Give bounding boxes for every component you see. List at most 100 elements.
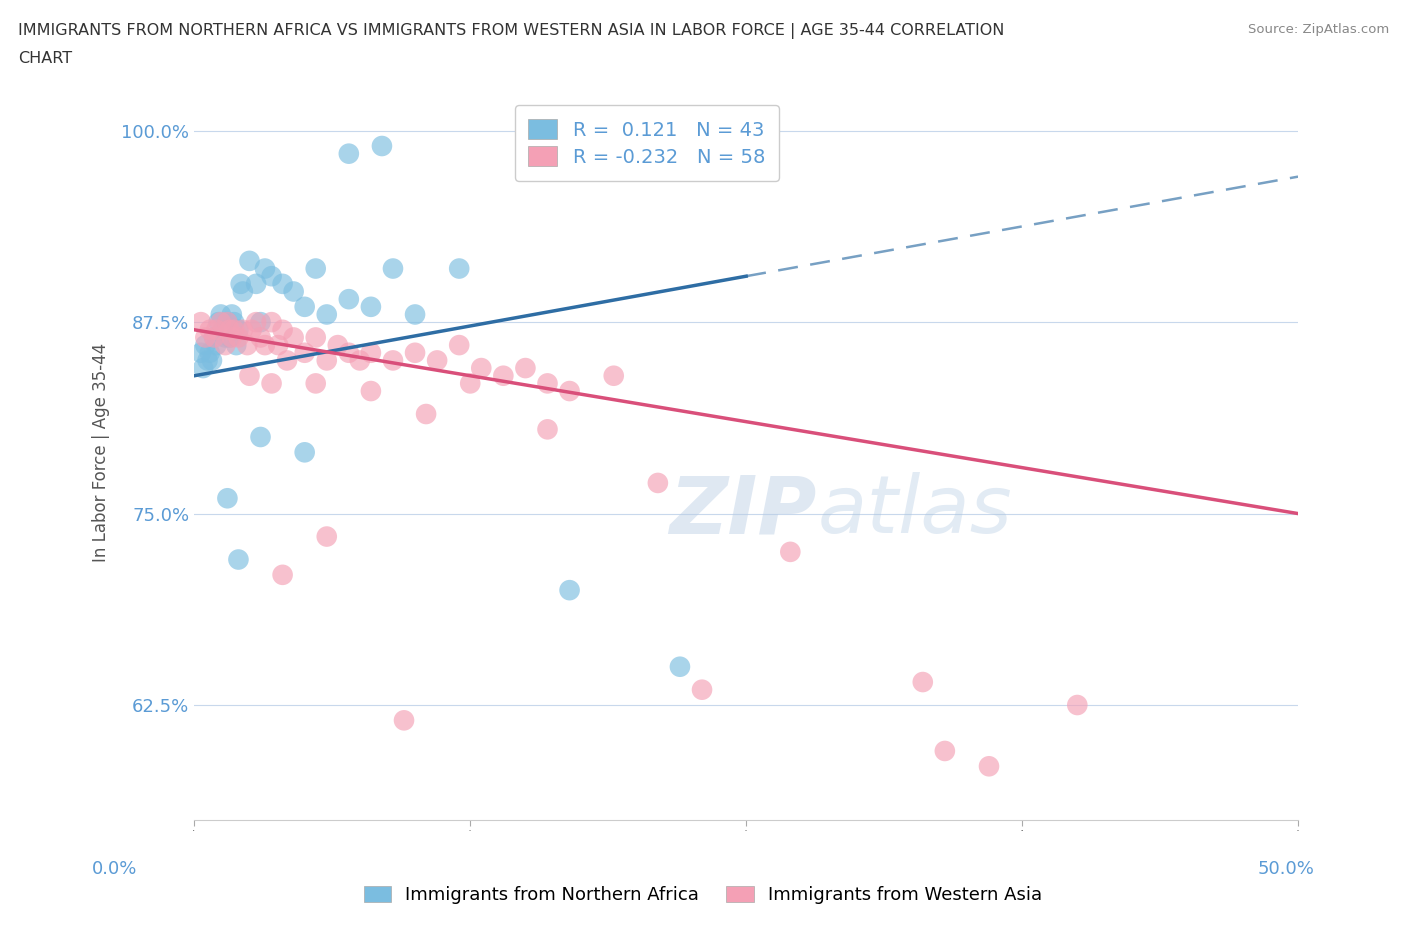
Point [404,307,426,322]
Point [236,338,259,352]
Point [225,338,247,352]
Point [209,314,232,329]
Point [536,376,558,391]
Point [977,759,1000,774]
Point [315,353,337,368]
Point [360,383,382,398]
Text: ZIP: ZIP [669,472,817,551]
Legend: R =  0.121   N = 43, R = -0.232   N = 58: R = 0.121 N = 43, R = -0.232 N = 58 [515,105,779,180]
Point [222,314,245,329]
Point [271,567,294,582]
Point [217,491,239,506]
Point [690,683,713,698]
Point [190,314,212,329]
Point [283,330,305,345]
Point [222,323,245,338]
Point [197,353,219,368]
Point [911,674,934,689]
Point [209,307,232,322]
Point [260,376,283,391]
Point [232,284,254,299]
Point [458,376,481,391]
Point [198,323,221,338]
Point [249,330,271,345]
Point [404,345,426,360]
Point [515,361,537,376]
Point [238,368,260,383]
Point [214,338,236,352]
Point [202,330,225,345]
Point [371,139,394,153]
Point [470,361,492,376]
Point [245,314,267,329]
Point [381,353,404,368]
Point [449,338,471,352]
Point [245,276,267,291]
Point [360,299,382,314]
Point [217,314,239,329]
Point [217,314,239,329]
Point [669,659,692,674]
Point [267,338,290,352]
Point [603,368,626,383]
Point [305,330,328,345]
Point [647,475,669,490]
Point [492,368,515,383]
Text: 0.0%: 0.0% [91,860,136,878]
Point [449,261,471,276]
Point [271,323,294,338]
Point [276,353,298,368]
Point [349,353,371,368]
Point [205,338,228,352]
Point [337,146,360,161]
Point [558,583,581,598]
Point [218,330,240,345]
Point [221,330,243,345]
Point [229,276,252,291]
Text: Source: ZipAtlas.com: Source: ZipAtlas.com [1249,23,1389,36]
Text: IMMIGRANTS FROM NORTHERN AFRICA VS IMMIGRANTS FROM WESTERN ASIA IN LABOR FORCE |: IMMIGRANTS FROM NORTHERN AFRICA VS IMMIG… [18,23,1005,39]
Point [228,552,250,567]
Point [315,307,337,322]
Point [337,292,360,307]
Point [240,323,263,338]
Point [201,353,224,368]
Text: CHART: CHART [18,51,72,66]
Legend: Immigrants from Northern Africa, Immigrants from Western Asia: Immigrants from Northern Africa, Immigra… [357,879,1049,911]
Point [337,345,360,360]
Y-axis label: In Labor Force | Age 35-44: In Labor Force | Age 35-44 [93,343,110,562]
Point [238,254,260,269]
Point [194,330,217,345]
Point [558,383,581,398]
Point [426,353,449,368]
Point [207,314,229,329]
Point [260,314,283,329]
Point [202,330,225,345]
Text: 50.0%: 50.0% [1258,860,1315,878]
Text: atlas: atlas [818,472,1012,551]
Point [283,284,305,299]
Point [392,713,415,728]
Point [249,430,271,445]
Point [415,406,437,421]
Point [305,376,328,391]
Point [214,330,236,345]
Point [934,743,956,758]
Point [194,338,217,352]
Point [228,330,250,345]
Point [779,544,801,559]
Point [232,323,254,338]
Point [1066,698,1088,712]
Point [205,323,228,338]
Point [260,269,283,284]
Point [294,299,316,314]
Point [381,261,404,276]
Point [218,323,240,338]
Point [326,338,349,352]
Point [360,345,382,360]
Point [253,338,276,352]
Point [536,422,558,437]
Point [271,276,294,291]
Point [294,445,316,459]
Point [228,323,250,338]
